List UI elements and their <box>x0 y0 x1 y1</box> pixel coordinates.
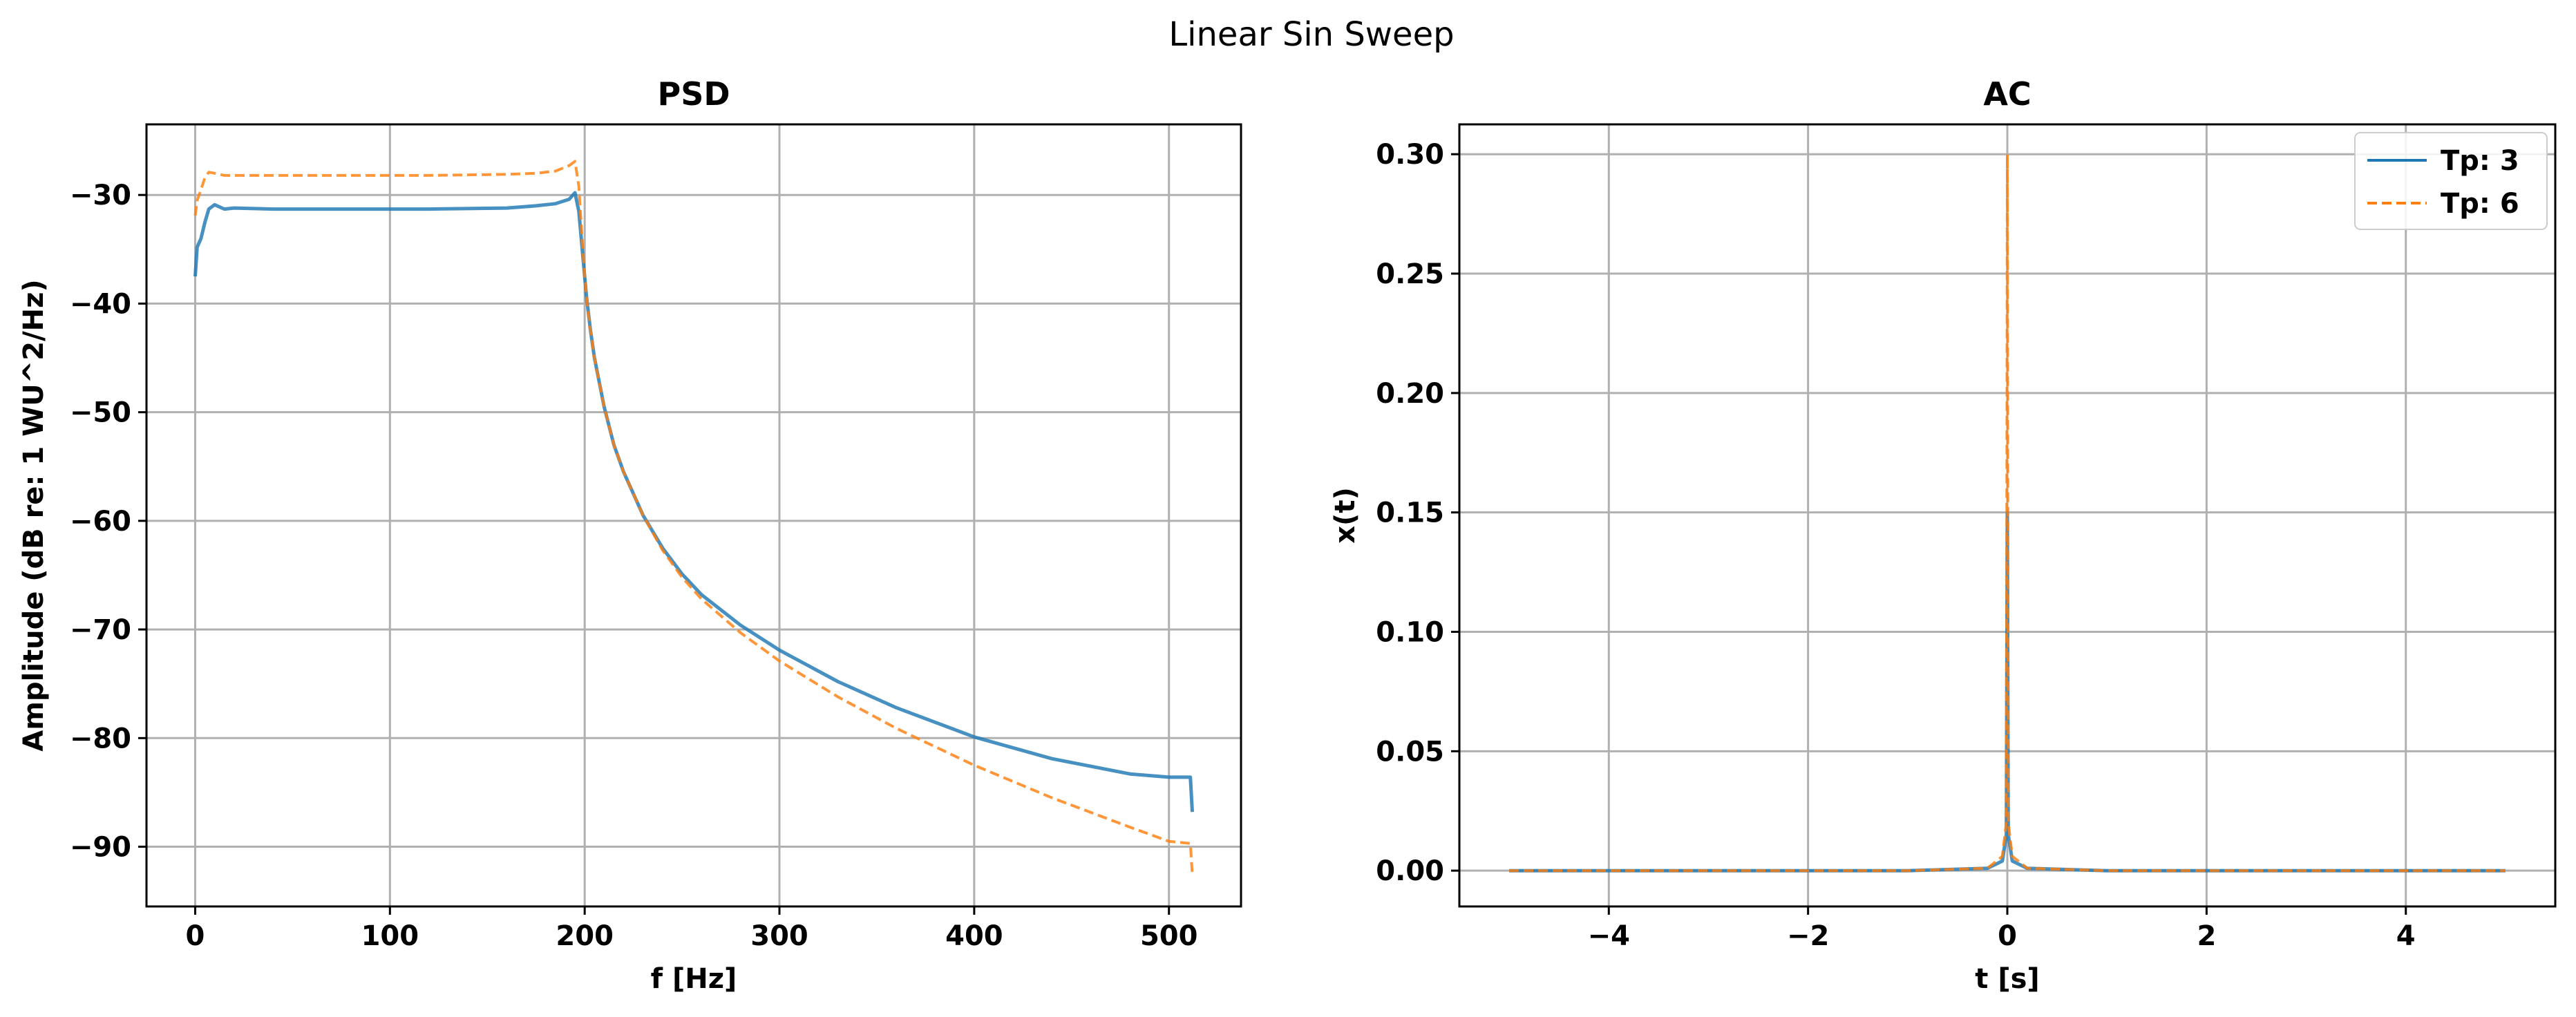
psd-title: PSD <box>657 75 730 113</box>
ac-y-tick-label: 0.10 <box>1376 617 1444 649</box>
ac-x-tick-label: 4 <box>2396 920 2416 952</box>
figure-suptitle: Linear Sin Sweep <box>1168 15 1454 54</box>
psd-x-tick-label: 500 <box>1140 920 1198 952</box>
psd-x-tick-label: 300 <box>750 920 808 952</box>
ac-x-tick-label: −2 <box>1787 920 1829 952</box>
psd-series <box>193 160 1194 874</box>
psd-y-tick-label: −40 <box>70 288 131 320</box>
psd-x-axis-label: f [Hz] <box>651 963 737 995</box>
ac-y-tick-label: 0.20 <box>1376 378 1444 410</box>
ac-y-tick-label: 0.05 <box>1376 736 1444 768</box>
ac-ticks: −4 −2 0 2 4 0.00 0.05 0.10 0.15 0.20 0.25 0.30 <box>1376 139 2415 952</box>
ac-title: AC <box>1983 75 2031 113</box>
ac-x-axis-label: t [s] <box>1975 963 2039 995</box>
ac-x-tick-label: −4 <box>1588 920 1630 952</box>
legend-box <box>2354 132 2548 230</box>
psd-y-tick-label: −80 <box>70 723 131 754</box>
ac-legend: Tp: 3 Tp: 6 <box>2354 132 2548 230</box>
psd-y-tick-label: −50 <box>70 397 131 429</box>
psd-x-tick-label: 200 <box>556 920 614 952</box>
psd-y-tick-label: −70 <box>70 614 131 646</box>
ac-y-tick-label: 0.25 <box>1376 258 1444 290</box>
ac-y-tick-label: 0.00 <box>1376 855 1444 887</box>
psd-grid <box>146 124 1241 906</box>
psd-x-tick-label: 400 <box>945 920 1003 952</box>
legend-label-1: Tp: 3 <box>2441 145 2519 177</box>
psd-y-axis-label: Amplitude (dB re: 1 WU^2/Hz) <box>18 279 50 751</box>
psd-y-tick-label: −30 <box>70 180 131 211</box>
ac-y-tick-label: 0.30 <box>1376 139 1444 171</box>
psd-x-tick-label: 0 <box>186 920 205 952</box>
legend-label-2: Tp: 6 <box>2441 188 2519 220</box>
psd-x-tick-label: 100 <box>361 920 419 952</box>
psd-y-tick-label: −60 <box>70 506 131 538</box>
ac-series <box>1509 153 2506 873</box>
ac-x-tick-label: 0 <box>1998 920 2017 952</box>
ac-x-tick-label: 2 <box>2197 920 2216 952</box>
psd-series-line-2 <box>193 160 1194 874</box>
ac-series-line-2 <box>1509 153 2506 873</box>
ac-y-tick-label: 0.15 <box>1376 497 1444 529</box>
psd-panel: 0 100 200 300 400 500 −30 −40 −50 −60 −70 −80 −90 PS… <box>18 75 1242 995</box>
psd-ticks: 0 100 200 300 400 500 −30 −40 −50 −60 −70 −80 −90 <box>70 180 1198 952</box>
ac-panel: −4 −2 0 2 4 0.00 0.05 0.10 0.15 0.20 0.25 0.30 AC t… <box>1329 75 2557 995</box>
ac-y-axis-label: x(t) <box>1329 487 1361 543</box>
psd-y-tick-label: −90 <box>70 832 131 864</box>
psd-axes-frame <box>145 123 1242 908</box>
